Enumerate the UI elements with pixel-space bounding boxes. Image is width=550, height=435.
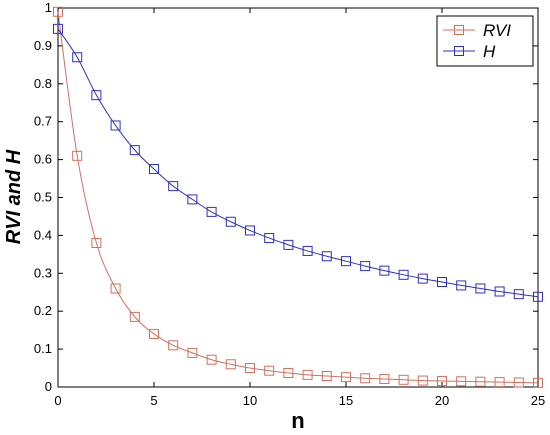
- data-point-h: [360, 261, 371, 272]
- data-point-h: [245, 225, 255, 236]
- series-rvi: [53, 6, 543, 388]
- data-point-h: [72, 52, 83, 63]
- series-h: [53, 23, 543, 302]
- y-tick-label: 0.8: [34, 76, 52, 91]
- data-point-h: [417, 273, 428, 284]
- data-point-h: [398, 269, 409, 280]
- data-point-rvi: [206, 354, 217, 365]
- data-point-rvi: [456, 376, 467, 387]
- data-point-h: [475, 283, 486, 294]
- legend-item-rvi: RVI: [443, 21, 511, 40]
- data-point-h: [110, 120, 121, 131]
- data-point-h: [456, 280, 467, 291]
- y-tick-label: 0: [45, 379, 52, 394]
- data-point-h: [91, 90, 102, 101]
- data-point-rvi: [264, 365, 275, 376]
- data-point-rvi: [72, 150, 83, 161]
- data-point-rvi: [91, 237, 102, 248]
- data-point-h: [494, 286, 505, 297]
- data-point-h: [149, 164, 159, 175]
- x-axis-title: n: [291, 408, 304, 433]
- data-point-rvi: [225, 359, 236, 370]
- y-tick-label: 0.7: [34, 114, 52, 129]
- data-point-h: [53, 23, 63, 34]
- x-tick-label: 5: [150, 393, 157, 408]
- data-point-h: [187, 194, 198, 205]
- data-point-h: [513, 289, 524, 300]
- x-tick-label: 25: [531, 393, 545, 408]
- y-tick-label: 0.9: [34, 38, 52, 53]
- data-point-rvi: [129, 311, 140, 322]
- y-tick-label: 0.4: [34, 227, 52, 242]
- series-line-h: [57, 28, 539, 298]
- legend: RVI H: [436, 15, 534, 67]
- legend-marker-h: [454, 46, 464, 56]
- x-tick-label: 0: [54, 393, 61, 408]
- x-tick-label: 15: [339, 393, 353, 408]
- data-point-h: [321, 251, 332, 262]
- legend-label-h: H: [483, 42, 496, 61]
- data-point-h: [341, 256, 351, 267]
- data-point-rvi: [341, 372, 351, 383]
- y-axis-title: RVI and H: [3, 149, 25, 244]
- data-point-rvi: [360, 373, 371, 384]
- series-layer: [53, 6, 543, 388]
- data-point-rvi: [168, 340, 179, 351]
- data-point-rvi: [187, 347, 198, 358]
- data-point-h: [206, 206, 217, 217]
- data-point-rvi: [379, 374, 390, 385]
- legend-marker-rvi: [454, 25, 464, 35]
- data-point-rvi: [475, 376, 486, 387]
- data-point-rvi: [321, 371, 332, 382]
- data-point-h: [283, 239, 294, 250]
- data-point-rvi: [417, 375, 428, 386]
- data-point-h: [168, 181, 179, 192]
- data-point-h: [264, 233, 275, 244]
- data-point-rvi: [110, 283, 121, 294]
- data-point-h: [302, 245, 313, 256]
- x-tick-label: 10: [243, 393, 257, 408]
- data-point-rvi: [513, 377, 524, 388]
- data-point-h: [225, 216, 236, 227]
- legend-item-h: H: [443, 42, 496, 61]
- data-point-rvi: [533, 377, 543, 388]
- axis-tick-labels: 0 5 10 15 20 25 0 0.1 0.2 0.3 0.4 0.5 0.6 0.7 0.8 0.9 1: [34, 0, 545, 408]
- data-point-rvi: [437, 375, 447, 386]
- data-point-h: [533, 291, 543, 302]
- data-point-h: [379, 265, 390, 276]
- y-tick-label: 0.2: [34, 303, 52, 318]
- data-point-rvi: [283, 367, 294, 378]
- y-tick-label: 0.1: [34, 341, 52, 356]
- x-tick-label: 20: [435, 393, 449, 408]
- data-point-h: [129, 145, 140, 156]
- data-point-h: [437, 277, 447, 288]
- data-point-rvi: [494, 377, 505, 388]
- data-point-rvi: [398, 374, 409, 385]
- data-point-rvi: [245, 363, 255, 374]
- data-point-rvi: [302, 369, 313, 380]
- y-tick-label: 1: [45, 0, 52, 15]
- y-tick-label: 0.3: [34, 265, 52, 280]
- legend-label-rvi: RVI: [483, 21, 511, 40]
- plot-area: [57, 7, 539, 388]
- legend-box: [436, 15, 534, 67]
- y-tick-label: 0.5: [34, 190, 52, 205]
- data-point-rvi: [149, 328, 159, 339]
- data-point-rvi: [53, 6, 63, 17]
- y-tick-label: 0.6: [34, 152, 52, 167]
